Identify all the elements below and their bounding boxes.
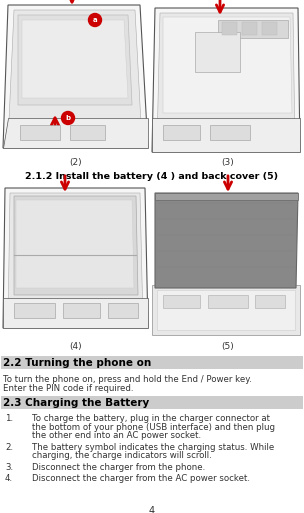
- Text: (4): (4): [70, 342, 82, 351]
- Text: 2.3 Charging the Battery: 2.3 Charging the Battery: [3, 398, 149, 407]
- Text: 2.1.2 Install the battery (4 ) and back cover (5): 2.1.2 Install the battery (4 ) and back …: [26, 172, 278, 181]
- Circle shape: [88, 13, 102, 27]
- Text: Enter the PIN code if required.: Enter the PIN code if required.: [3, 384, 133, 393]
- Text: The battery symbol indicates the charging status. While: The battery symbol indicates the chargin…: [32, 443, 274, 451]
- Text: 4.: 4.: [5, 474, 13, 483]
- FancyBboxPatch shape: [1, 356, 303, 369]
- Circle shape: [61, 111, 74, 125]
- Text: (5): (5): [222, 342, 234, 351]
- Text: To charge the battery, plug in the charger connector at: To charge the battery, plug in the charg…: [32, 414, 270, 423]
- Text: 3.: 3.: [5, 463, 13, 471]
- Text: To turn the phone on, press and hold the End / Power key.: To turn the phone on, press and hold the…: [3, 375, 252, 384]
- Text: the other end into an AC power socket.: the other end into an AC power socket.: [32, 431, 201, 440]
- Polygon shape: [14, 303, 55, 318]
- Polygon shape: [16, 200, 134, 288]
- Polygon shape: [222, 22, 237, 35]
- Text: 2.: 2.: [5, 443, 13, 451]
- Polygon shape: [3, 298, 148, 328]
- Text: (3): (3): [222, 158, 234, 167]
- Polygon shape: [3, 5, 148, 148]
- Text: 4: 4: [149, 506, 155, 513]
- Polygon shape: [163, 17, 292, 113]
- Polygon shape: [108, 303, 138, 318]
- Polygon shape: [155, 193, 298, 200]
- Polygon shape: [152, 118, 300, 152]
- Polygon shape: [8, 193, 143, 323]
- Polygon shape: [242, 22, 257, 35]
- Text: 2.2 Turning the phone on: 2.2 Turning the phone on: [3, 358, 151, 367]
- Text: charging, the charge indicators will scroll.: charging, the charge indicators will scr…: [32, 451, 212, 460]
- Text: Disconnect the charger from the AC power socket.: Disconnect the charger from the AC power…: [32, 474, 250, 483]
- Polygon shape: [155, 193, 298, 288]
- Text: Disconnect the charger from the phone.: Disconnect the charger from the phone.: [32, 463, 205, 471]
- Polygon shape: [255, 295, 285, 308]
- Polygon shape: [152, 285, 300, 335]
- Text: (2): (2): [70, 158, 82, 167]
- Polygon shape: [70, 125, 105, 140]
- Polygon shape: [163, 125, 200, 140]
- Polygon shape: [208, 295, 248, 308]
- Polygon shape: [157, 13, 295, 147]
- Polygon shape: [210, 125, 250, 140]
- FancyBboxPatch shape: [1, 396, 303, 409]
- Text: 1.: 1.: [5, 414, 13, 423]
- Polygon shape: [195, 32, 240, 72]
- Polygon shape: [152, 8, 300, 152]
- Polygon shape: [3, 118, 148, 148]
- Polygon shape: [63, 303, 100, 318]
- Text: the bottom of your phone (USB interface) and then plug: the bottom of your phone (USB interface)…: [32, 423, 275, 431]
- Polygon shape: [18, 15, 132, 105]
- Polygon shape: [22, 20, 128, 98]
- Polygon shape: [218, 20, 288, 38]
- Polygon shape: [163, 295, 200, 308]
- Text: a: a: [93, 17, 97, 23]
- Text: b: b: [65, 115, 71, 121]
- Polygon shape: [262, 22, 277, 35]
- Polygon shape: [14, 196, 138, 295]
- Polygon shape: [20, 125, 60, 140]
- Polygon shape: [3, 188, 148, 328]
- Polygon shape: [157, 290, 295, 330]
- Polygon shape: [8, 10, 142, 143]
